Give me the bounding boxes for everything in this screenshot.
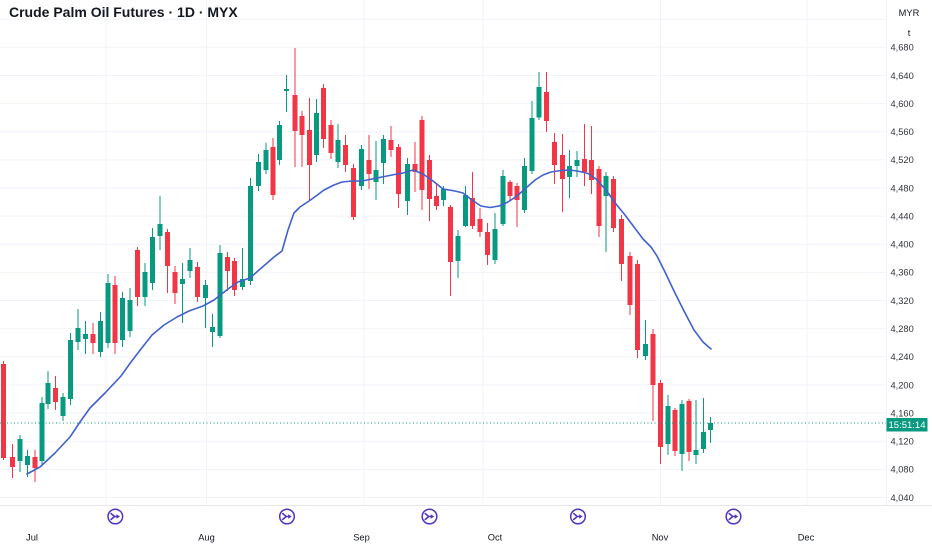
svg-text:4,560: 4,560 — [891, 127, 914, 137]
svg-text:t: t — [908, 28, 911, 38]
svg-text:4,400: 4,400 — [891, 240, 914, 250]
svg-text:4,280: 4,280 — [891, 324, 914, 334]
svg-text:4,640: 4,640 — [891, 71, 914, 81]
svg-text:4,480: 4,480 — [891, 183, 914, 193]
svg-text:MYR: MYR — [899, 8, 920, 18]
svg-text:4,320: 4,320 — [891, 296, 914, 306]
svg-text:4,520: 4,520 — [891, 155, 914, 165]
svg-text:4,040: 4,040 — [891, 493, 914, 503]
svg-text:4,600: 4,600 — [891, 99, 914, 109]
svg-text:4,440: 4,440 — [891, 211, 914, 221]
svg-text:15:51:14: 15:51:14 — [889, 420, 926, 431]
svg-text:Nov: Nov — [652, 533, 669, 543]
svg-text:4,360: 4,360 — [891, 268, 914, 278]
svg-text:4,080: 4,080 — [891, 465, 914, 475]
svg-text:4,160: 4,160 — [891, 408, 914, 418]
svg-text:Sep: Sep — [353, 533, 370, 543]
svg-text:Aug: Aug — [198, 533, 215, 543]
svg-text:4,240: 4,240 — [891, 352, 914, 362]
svg-text:Crude Palm Oil Futures · 1D ·: Crude Palm Oil Futures · 1D · MYX — [9, 4, 238, 20]
svg-text:Jul: Jul — [26, 533, 38, 543]
svg-text:4,120: 4,120 — [891, 437, 914, 447]
svg-text:Dec: Dec — [798, 533, 815, 543]
svg-text:4,200: 4,200 — [891, 380, 914, 390]
svg-text:4,680: 4,680 — [891, 43, 914, 53]
svg-text:Oct: Oct — [488, 533, 503, 543]
